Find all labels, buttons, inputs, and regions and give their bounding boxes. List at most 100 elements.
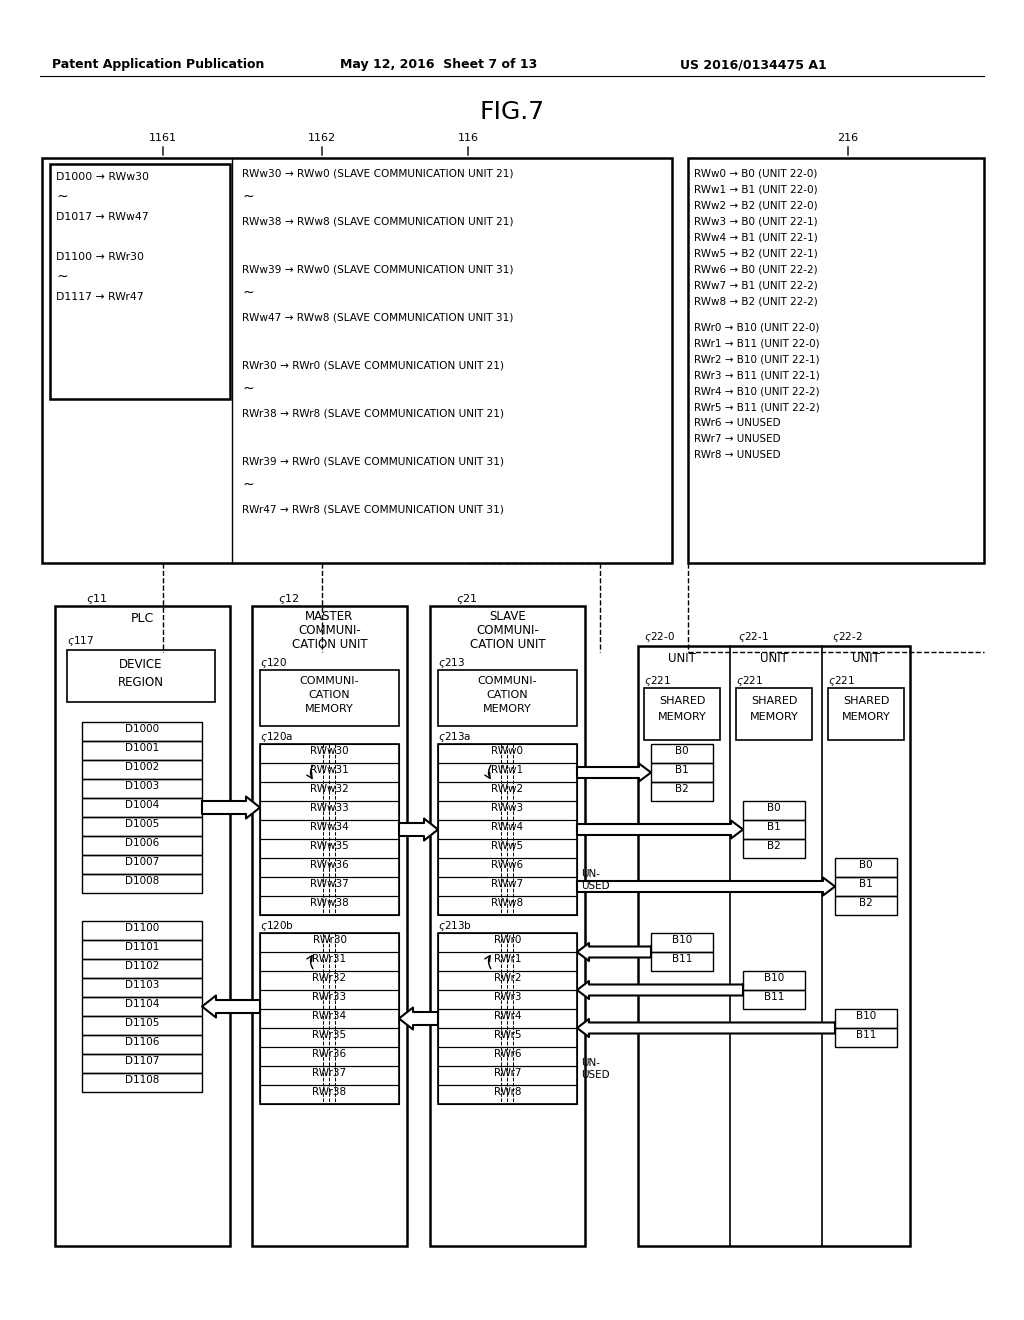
Text: $\varsigma$22-1: $\varsigma$22-1 xyxy=(738,630,769,644)
Bar xyxy=(651,933,713,952)
Polygon shape xyxy=(577,1019,835,1038)
Text: $\varsigma$213b: $\varsigma$213b xyxy=(438,919,472,933)
Text: CATION: CATION xyxy=(486,690,528,700)
Bar xyxy=(438,1047,577,1067)
Text: RWw37: RWw37 xyxy=(310,879,349,888)
Bar xyxy=(651,952,713,972)
Text: $\varsigma$117: $\varsigma$117 xyxy=(67,634,94,648)
Text: DEVICE: DEVICE xyxy=(119,657,163,671)
Bar xyxy=(736,688,812,741)
Text: 116: 116 xyxy=(458,133,478,143)
Text: D1108: D1108 xyxy=(125,1074,159,1085)
Bar xyxy=(835,896,897,915)
Bar xyxy=(260,820,399,840)
Text: D1002: D1002 xyxy=(125,762,159,772)
Bar xyxy=(82,997,202,1016)
Polygon shape xyxy=(577,821,743,838)
Bar xyxy=(260,1008,399,1028)
Text: RWw2 → B2 (UNIT 22-0): RWw2 → B2 (UNIT 22-0) xyxy=(694,201,817,210)
Text: RWr5: RWr5 xyxy=(494,1030,521,1040)
Text: ~: ~ xyxy=(242,381,254,396)
Text: RWw35: RWw35 xyxy=(310,841,349,851)
Bar xyxy=(252,606,407,1246)
Polygon shape xyxy=(577,878,835,895)
Bar xyxy=(260,896,399,915)
Bar xyxy=(438,840,577,858)
Text: D1017 → RWw47: D1017 → RWw47 xyxy=(56,213,148,222)
Text: RWr35: RWr35 xyxy=(312,1030,346,1040)
Text: B0: B0 xyxy=(859,861,872,870)
Bar xyxy=(651,781,713,801)
Text: $\varsigma$221: $\varsigma$221 xyxy=(828,675,855,688)
Text: D1103: D1103 xyxy=(125,979,159,990)
Text: B10: B10 xyxy=(764,973,784,983)
Text: RWr3 → B11 (UNIT 22-1): RWr3 → B11 (UNIT 22-1) xyxy=(694,370,820,380)
Polygon shape xyxy=(202,796,260,818)
Text: RWr6: RWr6 xyxy=(494,1049,521,1059)
Text: B10: B10 xyxy=(856,1011,877,1020)
Text: PLC: PLC xyxy=(131,612,155,624)
Text: ~: ~ xyxy=(56,271,68,284)
Bar xyxy=(743,990,805,1008)
Text: SHARED: SHARED xyxy=(658,696,706,706)
Bar xyxy=(260,1047,399,1067)
Text: D1100: D1100 xyxy=(125,923,159,933)
Text: RWw1 → B1 (UNIT 22-0): RWw1 → B1 (UNIT 22-0) xyxy=(694,183,817,194)
Text: RWw2: RWw2 xyxy=(492,784,523,795)
Text: B1: B1 xyxy=(675,766,689,775)
Bar xyxy=(438,896,577,915)
Text: RWw5 → B2 (UNIT 22-1): RWw5 → B2 (UNIT 22-1) xyxy=(694,248,818,257)
Text: RWr36: RWr36 xyxy=(312,1049,346,1059)
Text: RWw6: RWw6 xyxy=(492,861,523,870)
Text: B11: B11 xyxy=(672,954,692,964)
Bar xyxy=(260,671,399,726)
Bar xyxy=(82,1053,202,1073)
Text: UNIT: UNIT xyxy=(760,652,787,665)
Text: B0: B0 xyxy=(675,746,689,756)
Bar xyxy=(260,1085,399,1104)
Text: RWr30: RWr30 xyxy=(312,935,346,945)
Text: UNIT: UNIT xyxy=(852,652,880,665)
Text: RWr7: RWr7 xyxy=(494,1068,521,1078)
Text: RWw30: RWw30 xyxy=(310,746,349,756)
Bar xyxy=(438,933,577,952)
Bar xyxy=(430,606,585,1246)
Text: RWr1: RWr1 xyxy=(494,954,521,964)
Text: D1100 → RWr30: D1100 → RWr30 xyxy=(56,252,144,261)
Text: SLAVE: SLAVE xyxy=(489,610,526,623)
Text: D1104: D1104 xyxy=(125,999,159,1008)
Bar xyxy=(438,671,577,726)
Text: 216: 216 xyxy=(838,133,858,143)
Bar xyxy=(438,744,577,915)
Bar xyxy=(638,645,910,1246)
Text: D1105: D1105 xyxy=(125,1018,159,1028)
Text: D1107: D1107 xyxy=(125,1056,159,1067)
Bar xyxy=(438,858,577,876)
Bar xyxy=(82,940,202,960)
Bar xyxy=(743,972,805,990)
Bar xyxy=(743,820,805,840)
Text: RWr6 → UNUSED: RWr6 → UNUSED xyxy=(694,418,780,428)
Text: D1005: D1005 xyxy=(125,818,159,829)
Text: RWr4 → B10 (UNIT 22-2): RWr4 → B10 (UNIT 22-2) xyxy=(694,385,819,396)
Bar xyxy=(438,972,577,990)
Bar xyxy=(438,1067,577,1085)
Text: ~: ~ xyxy=(242,190,254,205)
Text: D1006: D1006 xyxy=(125,838,159,847)
Bar xyxy=(438,763,577,781)
Text: RWw5: RWw5 xyxy=(492,841,523,851)
Bar xyxy=(82,855,202,874)
Bar xyxy=(835,876,897,896)
Text: RWw31: RWw31 xyxy=(310,766,349,775)
Text: RWr39 → RWr0 (SLAVE COMMUNICATION UNIT 31): RWr39 → RWr0 (SLAVE COMMUNICATION UNIT 3… xyxy=(242,455,504,466)
Text: B2: B2 xyxy=(767,841,781,851)
Bar xyxy=(82,779,202,799)
Bar xyxy=(82,741,202,760)
Bar xyxy=(260,858,399,876)
Bar xyxy=(743,801,805,820)
Text: $\varsigma$11: $\varsigma$11 xyxy=(86,591,108,606)
Bar xyxy=(55,606,230,1246)
Bar xyxy=(67,649,215,702)
Text: D1106: D1106 xyxy=(125,1038,159,1047)
Text: D1117 → RWr47: D1117 → RWr47 xyxy=(56,292,143,302)
